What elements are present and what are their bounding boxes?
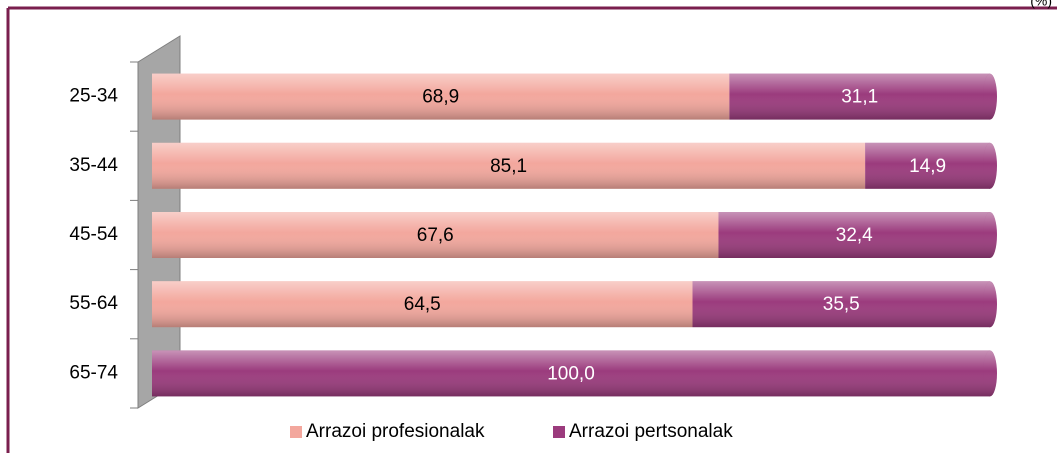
bar-segment xyxy=(152,73,730,120)
bar-part xyxy=(152,350,990,397)
bar-part xyxy=(983,350,997,397)
bar-segment xyxy=(865,142,997,189)
bar-part xyxy=(152,73,730,120)
bar-segment xyxy=(718,212,997,258)
y-tick-label: 25-34 xyxy=(69,86,118,107)
value-label: 32,4 xyxy=(836,225,873,246)
value-label: 100,0 xyxy=(547,363,595,384)
bar-segment xyxy=(152,350,997,397)
unit-label: (%) xyxy=(1030,0,1052,9)
value-label: 14,9 xyxy=(909,156,946,177)
bar-segment xyxy=(692,281,997,328)
bar-part xyxy=(983,73,997,120)
value-label: 31,1 xyxy=(841,87,878,108)
y-tick-label: 55-64 xyxy=(69,293,118,314)
y-tick-label: 45-54 xyxy=(69,224,118,245)
legend-label: Arrazoi profesionalak xyxy=(306,421,485,442)
bar-part xyxy=(152,142,866,189)
y-tick-label: 65-74 xyxy=(69,362,118,383)
bar-part xyxy=(729,73,990,120)
bar-part xyxy=(983,142,997,189)
bar-part xyxy=(983,281,997,328)
bar-segment xyxy=(152,281,693,328)
legend-label: Arrazoi pertsonalak xyxy=(569,421,733,442)
bar-part xyxy=(692,281,990,328)
bar-part xyxy=(865,142,990,189)
bar-part xyxy=(718,212,990,258)
bar-segment xyxy=(729,73,997,120)
legend-swatch xyxy=(553,426,565,438)
value-label: 64,5 xyxy=(404,294,441,315)
legend-swatch xyxy=(290,426,302,438)
bar-part xyxy=(983,212,997,258)
bar-part xyxy=(152,212,719,258)
value-label: 85,1 xyxy=(490,156,527,177)
value-label: 68,9 xyxy=(422,87,459,108)
value-label: 35,5 xyxy=(823,294,860,315)
bar-segment xyxy=(152,212,719,258)
bar-segment xyxy=(152,142,866,189)
value-label: 67,6 xyxy=(417,225,454,246)
y-tick-label: 35-44 xyxy=(69,155,118,176)
bar-part xyxy=(152,281,693,328)
